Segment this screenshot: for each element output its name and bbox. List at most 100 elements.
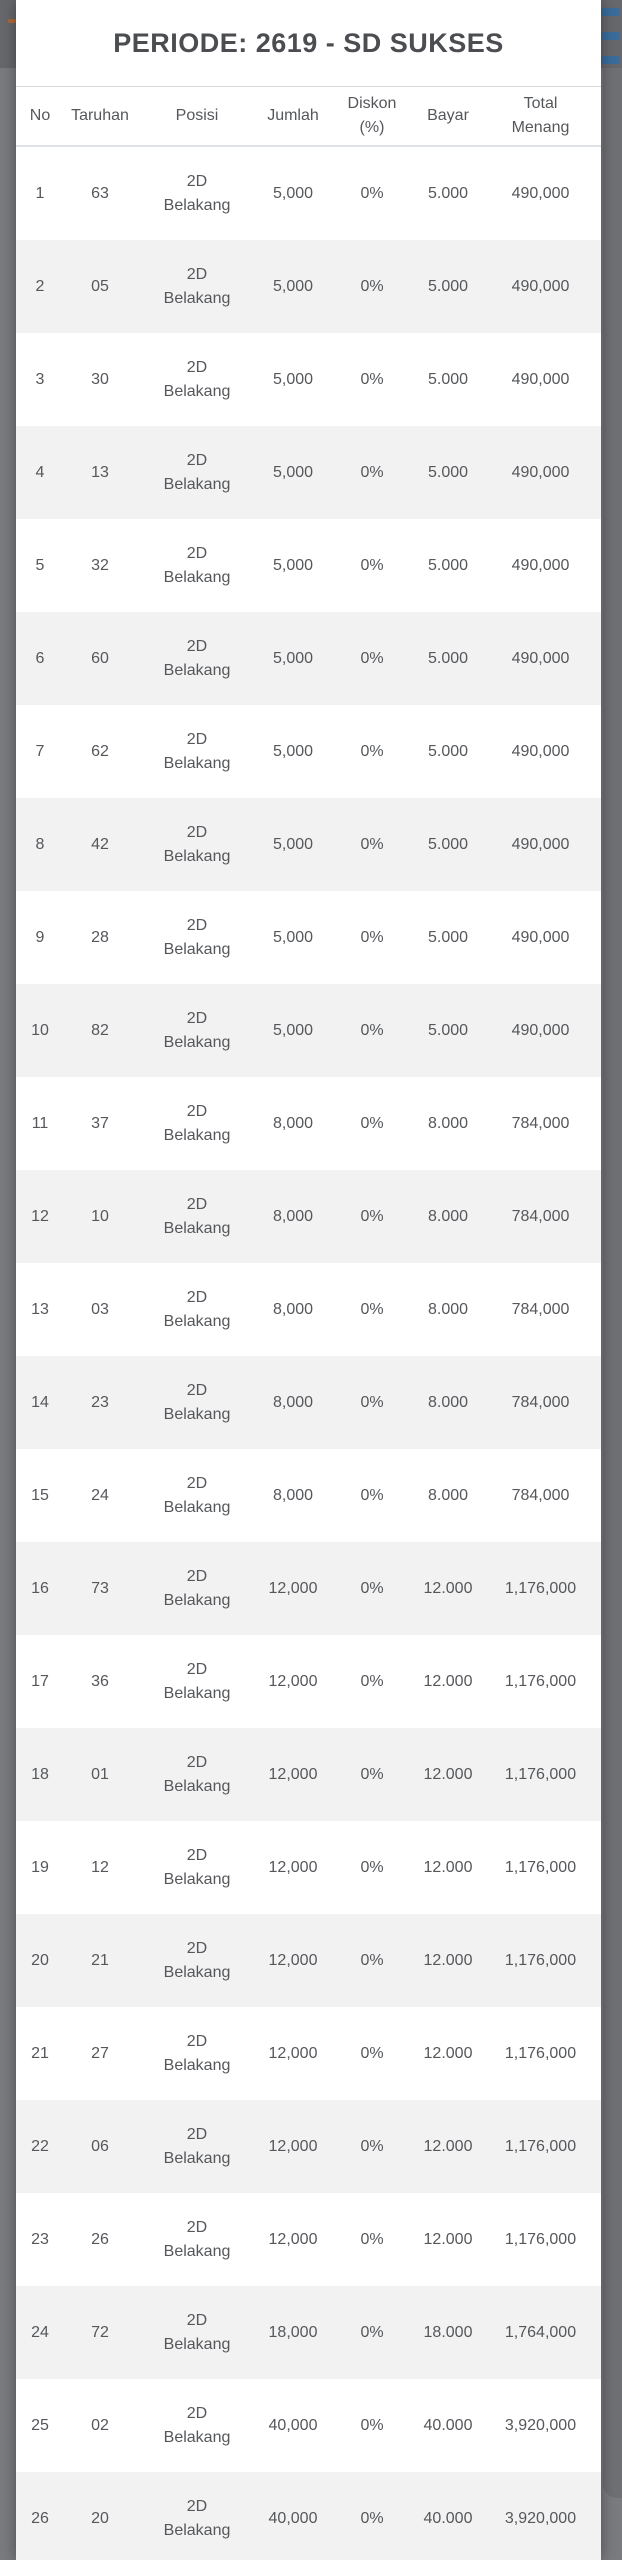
cell-diskon: 0%	[360, 649, 384, 667]
cell-no: 7	[35, 742, 45, 760]
cell-taruhan: 26	[91, 2230, 109, 2248]
cell-bayar: 8.000	[427, 1207, 469, 1225]
hamburger-menu-icon[interactable]	[600, 8, 622, 64]
cell-diskon: 0%	[360, 742, 384, 760]
table-row: 1 63 2D Belakang 5,000 0% 5.000 490,000	[16, 146, 601, 240]
cell-jumlah: 8,000	[272, 1486, 314, 1504]
cell-no: 3	[35, 370, 45, 388]
cell-jumlah: 40,000	[268, 2509, 318, 2527]
table-row: 13 03 2D Belakang 8,000 0% 8.000 784,000	[16, 1263, 601, 1356]
cell-diskon: 0%	[360, 1765, 384, 1783]
dimmed-page-card-edge	[603, 68, 622, 2498]
cell-diskon: 0%	[360, 370, 384, 388]
cell-taruhan: 03	[91, 1300, 109, 1318]
cell-posisi: 2D Belakang	[163, 637, 231, 679]
cell-no: 11	[31, 1114, 49, 1132]
cell-posisi: 2D Belakang	[163, 1474, 231, 1516]
cell-taruhan: 01	[91, 1765, 109, 1783]
cell-jumlah: 5,000	[272, 742, 314, 760]
cell-taruhan: 37	[91, 1114, 109, 1132]
cell-diskon: 0%	[360, 556, 384, 574]
cell-no: 13	[31, 1300, 49, 1318]
cell-total-menang: 3,920,000	[504, 2509, 577, 2527]
table-row: 21 27 2D Belakang 12,000 0% 12.000 1,176…	[16, 2007, 601, 2100]
cell-bayar: 5.000	[427, 742, 469, 760]
cell-diskon: 0%	[360, 2137, 384, 2155]
table-row: 25 02 2D Belakang 40,000 0% 40.000 3,920…	[16, 2379, 601, 2472]
cell-posisi: 2D Belakang	[163, 1102, 231, 1144]
cell-taruhan: 72	[91, 2323, 109, 2341]
table-row: 7 62 2D Belakang 5,000 0% 5.000 490,000	[16, 705, 601, 798]
cell-jumlah: 8,000	[272, 1207, 314, 1225]
table-row: 10 82 2D Belakang 5,000 0% 5.000 490,000	[16, 984, 601, 1077]
cell-bayar: 5.000	[427, 463, 469, 481]
cell-taruhan: 12	[91, 1858, 109, 1876]
table-row: 22 06 2D Belakang 12,000 0% 12.000 1,176…	[16, 2100, 601, 2193]
cell-diskon: 0%	[360, 184, 384, 202]
cell-total-menang: 490,000	[511, 556, 570, 574]
logo-fragment-icon	[8, 19, 16, 23]
cell-jumlah: 12,000	[268, 1765, 318, 1783]
cell-total-menang: 490,000	[511, 835, 570, 853]
cell-no: 23	[31, 2230, 49, 2248]
cell-taruhan: 82	[91, 1021, 109, 1039]
cell-total-menang: 1,176,000	[504, 1765, 577, 1783]
cell-total-menang: 490,000	[511, 463, 570, 481]
table-row: 5 32 2D Belakang 5,000 0% 5.000 490,000	[16, 519, 601, 612]
cell-diskon: 0%	[360, 2323, 384, 2341]
cell-jumlah: 5,000	[272, 835, 314, 853]
cell-taruhan: 23	[91, 1393, 109, 1411]
hamburger-bar	[600, 32, 620, 40]
cell-posisi: 2D Belakang	[163, 1753, 231, 1795]
cell-no: 22	[31, 2137, 49, 2155]
col-header-taruhan: Taruhan	[64, 87, 136, 147]
cell-bayar: 5.000	[427, 556, 469, 574]
cell-no: 2	[35, 277, 45, 295]
cell-no: 5	[35, 556, 45, 574]
cell-posisi: 2D Belakang	[163, 2311, 231, 2353]
cell-bayar: 12.000	[423, 2044, 473, 2062]
cell-diskon: 0%	[360, 1672, 384, 1690]
cell-posisi: 2D Belakang	[163, 1381, 231, 1423]
cell-taruhan: 20	[91, 2509, 109, 2527]
cell-posisi: 2D Belakang	[163, 1567, 231, 1609]
cell-no: 19	[31, 1858, 49, 1876]
cell-no: 9	[35, 928, 45, 946]
cell-taruhan: 30	[91, 370, 109, 388]
cell-jumlah: 12,000	[268, 1951, 318, 1969]
table-row: 15 24 2D Belakang 8,000 0% 8.000 784,000	[16, 1449, 601, 1542]
cell-jumlah: 12,000	[268, 1858, 318, 1876]
cell-posisi: 2D Belakang	[163, 265, 231, 307]
table-row: 24 72 2D Belakang 18,000 0% 18.000 1,764…	[16, 2286, 601, 2379]
cell-total-menang: 784,000	[511, 1393, 570, 1411]
cell-bayar: 8.000	[427, 1114, 469, 1132]
cell-posisi: 2D Belakang	[163, 1846, 231, 1888]
cell-jumlah: 12,000	[268, 2044, 318, 2062]
cell-taruhan: 60	[91, 649, 109, 667]
table-row: 14 23 2D Belakang 8,000 0% 8.000 784,000	[16, 1356, 601, 1449]
cell-diskon: 0%	[360, 1486, 384, 1504]
cell-no: 25	[31, 2416, 49, 2434]
cell-taruhan: 21	[91, 1951, 109, 1969]
col-header-jumlah: Jumlah	[258, 87, 328, 147]
cell-diskon: 0%	[360, 928, 384, 946]
table-row: 8 42 2D Belakang 5,000 0% 5.000 490,000	[16, 798, 601, 891]
cell-diskon: 0%	[360, 463, 384, 481]
cell-diskon: 0%	[360, 1951, 384, 1969]
table-row: 20 21 2D Belakang 12,000 0% 12.000 1,176…	[16, 1914, 601, 2007]
cell-jumlah: 12,000	[268, 2230, 318, 2248]
cell-no: 26	[31, 2509, 49, 2527]
cell-jumlah: 12,000	[268, 2137, 318, 2155]
cell-posisi: 2D Belakang	[163, 1939, 231, 1981]
modal-title: PERIODE: 2619 - SD SUKSES	[113, 27, 504, 58]
cell-jumlah: 5,000	[272, 649, 314, 667]
cell-total-menang: 490,000	[511, 649, 570, 667]
cell-total-menang: 3,920,000	[504, 2416, 577, 2434]
col-header-no: No	[16, 87, 64, 147]
cell-total-menang: 784,000	[511, 1300, 570, 1318]
table-row: 3 30 2D Belakang 5,000 0% 5.000 490,000	[16, 333, 601, 426]
cell-bayar: 5.000	[427, 928, 469, 946]
cell-total-menang: 1,176,000	[504, 1858, 577, 1876]
cell-diskon: 0%	[360, 2509, 384, 2527]
col-header-posisi: Posisi	[136, 87, 258, 147]
